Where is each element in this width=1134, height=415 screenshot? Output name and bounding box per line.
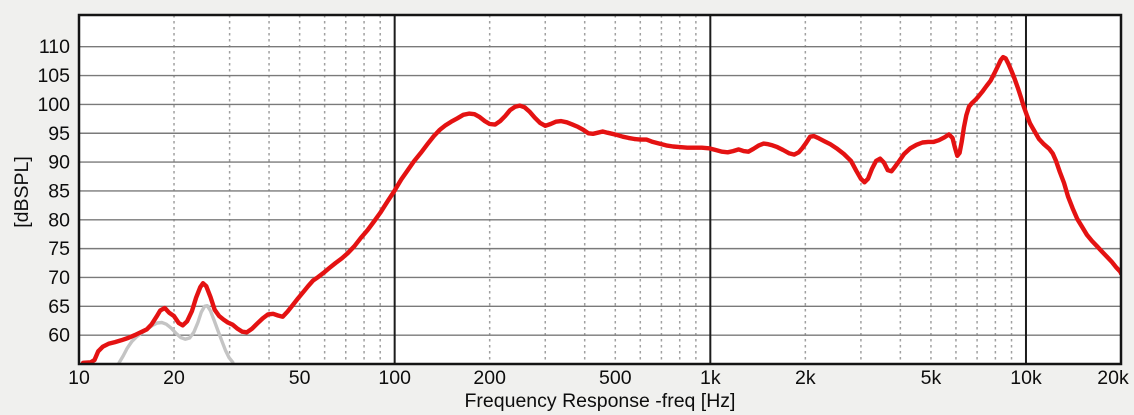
x-axis-tick-label: 20 xyxy=(163,367,185,389)
x-axis-tick-label: 10 xyxy=(68,367,90,389)
x-axis-tick-label: 50 xyxy=(289,367,311,389)
plot-background xyxy=(79,15,1121,364)
y-axis-title: [dBSPL] xyxy=(11,156,33,228)
x-axis-tick-label: 500 xyxy=(599,367,632,389)
y-axis-tick-label: 105 xyxy=(37,65,70,87)
y-axis-tick-label: 95 xyxy=(48,123,70,145)
y-axis-tick-label: 70 xyxy=(48,267,70,289)
plot-frame xyxy=(77,13,1123,366)
y-axis-tick-label: 110 xyxy=(39,36,70,58)
y-axis-tick-label: 60 xyxy=(48,325,70,347)
spl-response-main-curve xyxy=(80,54,1122,365)
y-axis-tick-label: 65 xyxy=(48,296,70,318)
x-axis-tick-label: 1k xyxy=(700,367,721,389)
y-axis-tick-label: 85 xyxy=(48,180,70,202)
y-axis-tick-label: 80 xyxy=(48,209,70,231)
x-axis-tick-label: 5k xyxy=(921,367,942,389)
y-axis-tick-label: 75 xyxy=(48,238,70,260)
chart-generated-layer: 60 65 70 75 80 85 90 95 100 105 110 10 20 50 100 200 500… xyxy=(37,13,1129,389)
y-axis-tick-label: 100 xyxy=(37,94,70,116)
x-axis-tick-label: 10k xyxy=(1010,367,1042,389)
x-axis-tick-label: 20k xyxy=(1097,367,1129,389)
y-axis-tick-label: 90 xyxy=(48,152,70,174)
x-axis-tick-label: 100 xyxy=(378,367,411,389)
x-axis-title: Frequency Response -freq [Hz] xyxy=(465,390,736,412)
x-axis-tick-label: 2k xyxy=(795,367,816,389)
x-axis-tick-label: 200 xyxy=(473,367,506,389)
